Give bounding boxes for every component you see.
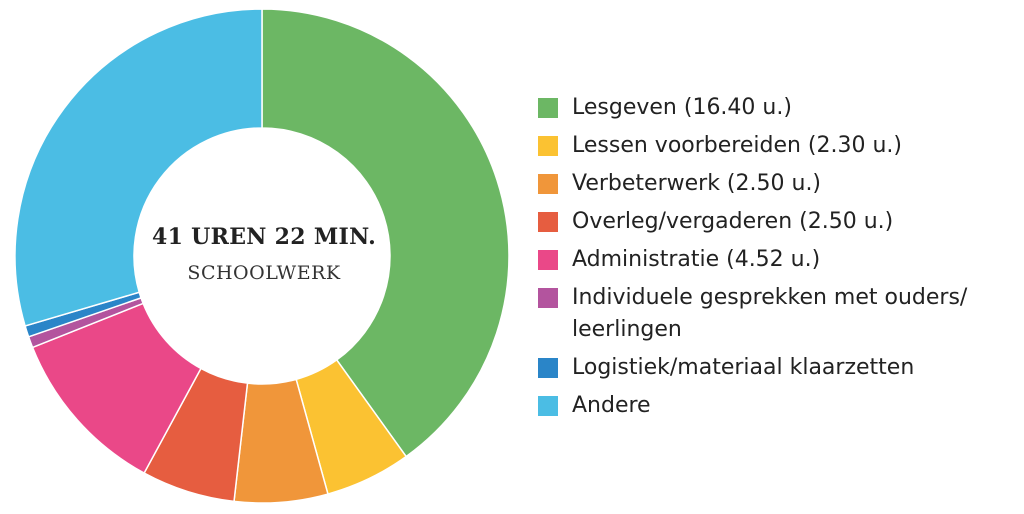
legend-item: Logistiek/materiaal klaarzetten	[538, 352, 1018, 384]
legend-item: Verbeterwerk (2.50 u.)	[538, 168, 1018, 200]
legend-swatch	[538, 358, 558, 378]
legend-label: Individuele gesprekken met ouders/ leerl…	[572, 285, 968, 342]
chart-center-subtitle: SCHOOLWERK	[187, 262, 341, 284]
legend-swatch	[538, 396, 558, 416]
legend-swatch	[538, 174, 558, 194]
legend-label: Administratie (4.52 u.)	[572, 247, 821, 272]
pie-slice-7	[14, 8, 263, 327]
legend-swatch	[538, 136, 558, 156]
legend-label: Andere	[572, 393, 651, 418]
donut-chart	[14, 8, 510, 504]
legend-item: Individuele gesprekken met ouders/ leerl…	[538, 282, 1018, 346]
legend-item: Andere	[538, 390, 1018, 422]
legend-item: Lesgeven (16.40 u.)	[538, 92, 1018, 124]
legend-item: Administratie (4.52 u.)	[538, 244, 1018, 276]
legend-label: Lesgeven (16.40 u.)	[572, 95, 792, 120]
legend-swatch	[538, 250, 558, 270]
legend-label: Lessen voorbereiden (2.30 u.)	[572, 133, 903, 158]
legend-label: Verbeterwerk (2.50 u.)	[572, 171, 822, 196]
legend-swatch	[538, 212, 558, 232]
chart-legend: Lesgeven (16.40 u.) Lessen voorbereiden (…	[538, 92, 1018, 428]
legend-item: Overleg/vergaderen (2.50 u.)	[538, 206, 1018, 238]
legend-swatch	[538, 288, 558, 308]
legend-label: Overleg/vergaderen (2.50 u.)	[572, 209, 894, 234]
legend-label: Logistiek/materiaal klaarzetten	[572, 355, 915, 380]
legend-item: Lessen voorbereiden (2.30 u.)	[538, 130, 1018, 162]
chart-center-title: 41 UREN 22 MIN.	[151, 224, 377, 250]
pie-slice-0	[261, 8, 510, 458]
legend-swatch	[538, 98, 558, 118]
